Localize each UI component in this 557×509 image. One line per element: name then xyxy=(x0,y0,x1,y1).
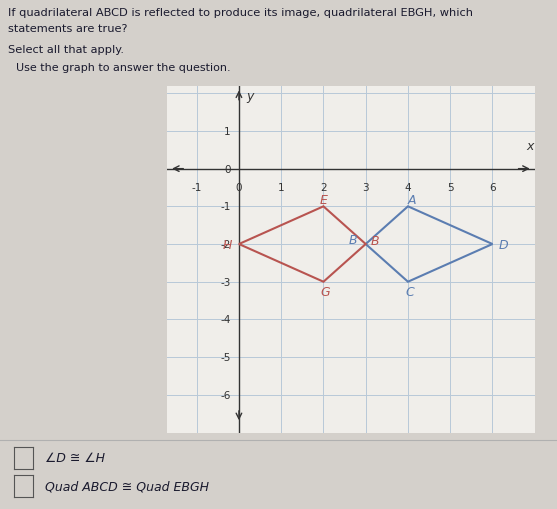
Text: 2: 2 xyxy=(320,182,327,192)
Text: E: E xyxy=(320,193,328,207)
Text: -3: -3 xyxy=(220,277,231,287)
Text: A: A xyxy=(408,193,417,207)
Text: B: B xyxy=(349,234,358,246)
Text: If quadrilateral ABCD is reflected to produce its image, quadrilateral EBGH, whi: If quadrilateral ABCD is reflected to pr… xyxy=(8,8,473,18)
Text: statements are true?: statements are true? xyxy=(8,24,128,35)
Text: 1: 1 xyxy=(278,182,285,192)
Text: D: D xyxy=(498,238,508,251)
Text: 4: 4 xyxy=(404,182,411,192)
Text: -4: -4 xyxy=(220,315,231,325)
Text: -6: -6 xyxy=(220,390,231,400)
Text: 0: 0 xyxy=(236,182,242,192)
Text: Use the graph to answer the question.: Use the graph to answer the question. xyxy=(16,63,230,73)
Text: ∠D ≅ ∠H: ∠D ≅ ∠H xyxy=(45,451,105,465)
Text: -5: -5 xyxy=(220,352,231,362)
Text: Select all that apply.: Select all that apply. xyxy=(8,45,124,55)
Text: 0: 0 xyxy=(224,164,231,174)
Text: -1: -1 xyxy=(220,202,231,212)
Text: x: x xyxy=(527,139,534,152)
Text: G: G xyxy=(321,285,330,298)
Text: Quad ABCD ≅ Quad EBGH: Quad ABCD ≅ Quad EBGH xyxy=(45,479,208,493)
Text: -1: -1 xyxy=(192,182,202,192)
Text: 5: 5 xyxy=(447,182,453,192)
Text: B: B xyxy=(370,234,379,247)
Text: y: y xyxy=(247,90,254,103)
Text: 1: 1 xyxy=(224,127,231,136)
Text: 3: 3 xyxy=(363,182,369,192)
Text: -2: -2 xyxy=(220,240,231,249)
Text: C: C xyxy=(405,285,414,298)
Text: H: H xyxy=(222,238,232,251)
Text: 6: 6 xyxy=(489,182,496,192)
